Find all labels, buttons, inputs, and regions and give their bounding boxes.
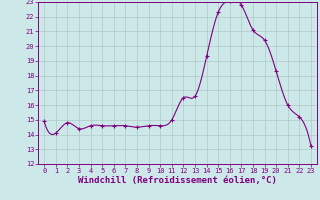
- X-axis label: Windchill (Refroidissement éolien,°C): Windchill (Refroidissement éolien,°C): [78, 176, 277, 185]
